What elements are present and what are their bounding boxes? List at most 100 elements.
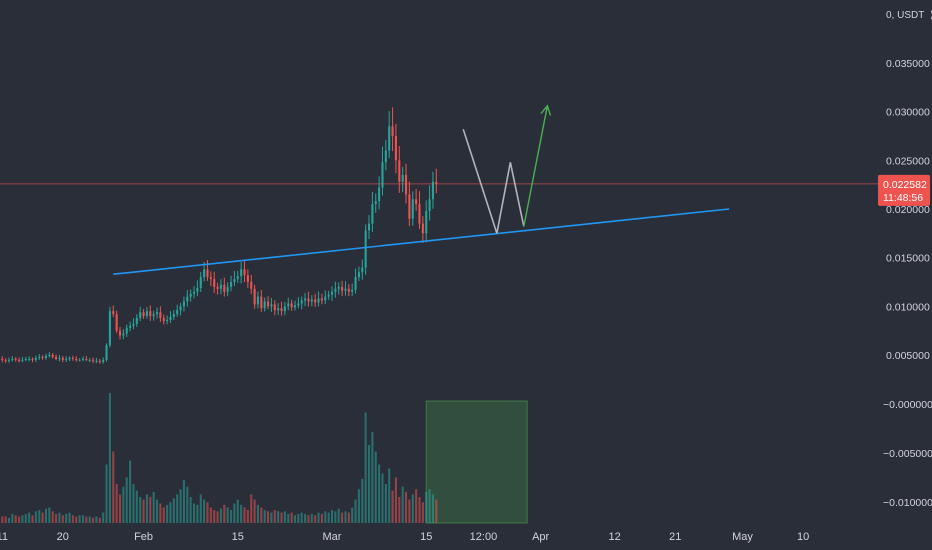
candle-body	[364, 230, 367, 268]
zigzag-pattern-line	[462, 128, 525, 234]
candle-body	[92, 359, 95, 361]
volume-bar	[371, 432, 374, 523]
candle-body	[223, 284, 226, 292]
volume-bar	[129, 460, 132, 523]
volume-bar	[38, 510, 41, 523]
time-axis[interactable]: 11 20 Feb 15 Mar 15 12:00 Apr 12 21 May 10	[0, 531, 809, 543]
x-tick-label: 10	[797, 531, 809, 543]
volume-bar	[310, 513, 313, 523]
volume-bar	[351, 507, 354, 523]
y-axis-unit-suffix: ⟩	[930, 10, 932, 21]
candle-body	[357, 272, 360, 278]
price-axis[interactable]: 0, USDT ⟩ 0.035000 0.030000 0.025000 0.0200…	[886, 10, 932, 362]
volume-bars	[1, 393, 438, 523]
candle-body	[38, 356, 41, 358]
candlesticks	[1, 107, 438, 364]
volume-bar	[213, 510, 216, 523]
volume-bar	[182, 480, 185, 523]
candle-body	[58, 357, 61, 359]
volume-bar	[404, 491, 408, 523]
candle-body	[169, 317, 172, 320]
candle-body	[68, 357, 71, 359]
candle-body	[280, 308, 283, 312]
volume-bar	[102, 512, 105, 523]
candle-body	[179, 306, 182, 311]
volume-bar	[55, 513, 58, 523]
candle-body	[320, 298, 323, 301]
volume-bar	[169, 502, 172, 523]
volume-bar	[172, 498, 175, 523]
candle-body	[196, 287, 199, 292]
candle-body	[304, 298, 307, 301]
volume-bar	[88, 516, 91, 523]
candle-body	[273, 304, 276, 311]
last-price-tag: 0.022582 11:48:56	[878, 174, 930, 206]
candle-body	[270, 304, 273, 307]
candle-body	[199, 277, 202, 288]
volume-bar	[381, 473, 384, 523]
volume-bar	[152, 491, 155, 523]
x-tick-label: 11	[0, 531, 8, 543]
candle-body	[243, 269, 246, 276]
volume-bar	[199, 494, 202, 523]
volume-bar	[75, 516, 78, 523]
candle-body	[240, 269, 243, 277]
volume-bar	[230, 510, 233, 523]
candle-body	[418, 204, 421, 224]
support-trendline	[113, 208, 730, 276]
drawing-tools[interactable]	[113, 104, 730, 276]
candle-body	[388, 126, 391, 151]
candle-body	[51, 355, 54, 357]
candle-body	[95, 360, 98, 362]
volume-axis: −0.000000 −0.005000 −0.010000	[883, 399, 932, 509]
candle-body	[11, 358, 14, 360]
candle-body	[139, 312, 142, 319]
volume-bar	[223, 504, 226, 523]
volume-bar	[240, 504, 243, 523]
volume-bar	[206, 502, 209, 523]
volume-bar	[361, 478, 364, 523]
volume-bar	[401, 486, 404, 523]
volume-bar	[273, 510, 276, 523]
candle-body	[78, 359, 81, 361]
volume-bar	[320, 513, 323, 523]
candle-body	[337, 286, 340, 289]
candle-body	[172, 314, 175, 318]
volume-bar	[189, 497, 192, 523]
candle-body	[28, 358, 31, 360]
candle-body	[206, 269, 209, 278]
volume-bar	[253, 499, 256, 523]
volume-bar	[267, 511, 270, 523]
volume-bar	[233, 503, 236, 523]
candle-body	[209, 277, 212, 280]
candle-body	[219, 284, 222, 289]
volume-bar	[307, 515, 310, 523]
candle-body	[367, 223, 371, 231]
candle-body	[277, 308, 280, 311]
y-tick-label: 0.030000	[886, 107, 930, 119]
candle-body	[314, 299, 317, 303]
candle-body	[256, 296, 260, 305]
candle-body	[135, 318, 138, 324]
volume-bar	[51, 511, 54, 523]
volume-bar	[293, 515, 297, 523]
y-tick-label: 0.005000	[886, 350, 930, 362]
candle-body	[1, 358, 4, 360]
candle-body	[250, 282, 253, 289]
volume-bar	[290, 512, 293, 523]
volume-bar	[112, 451, 115, 523]
candle-body	[102, 359, 105, 362]
candle-body	[260, 296, 263, 309]
candle-body	[374, 201, 377, 205]
y-tick-label: 0.015000	[886, 253, 930, 265]
volume-bar	[192, 503, 196, 523]
volume-bar	[411, 494, 414, 523]
candle-body	[297, 303, 300, 306]
candle-body	[145, 311, 148, 317]
volume-tick-label: −0.005000	[883, 448, 932, 460]
volume-bar	[44, 508, 48, 523]
candle-body	[61, 357, 64, 360]
volume-bar	[14, 515, 17, 523]
volume-bar	[139, 497, 142, 523]
